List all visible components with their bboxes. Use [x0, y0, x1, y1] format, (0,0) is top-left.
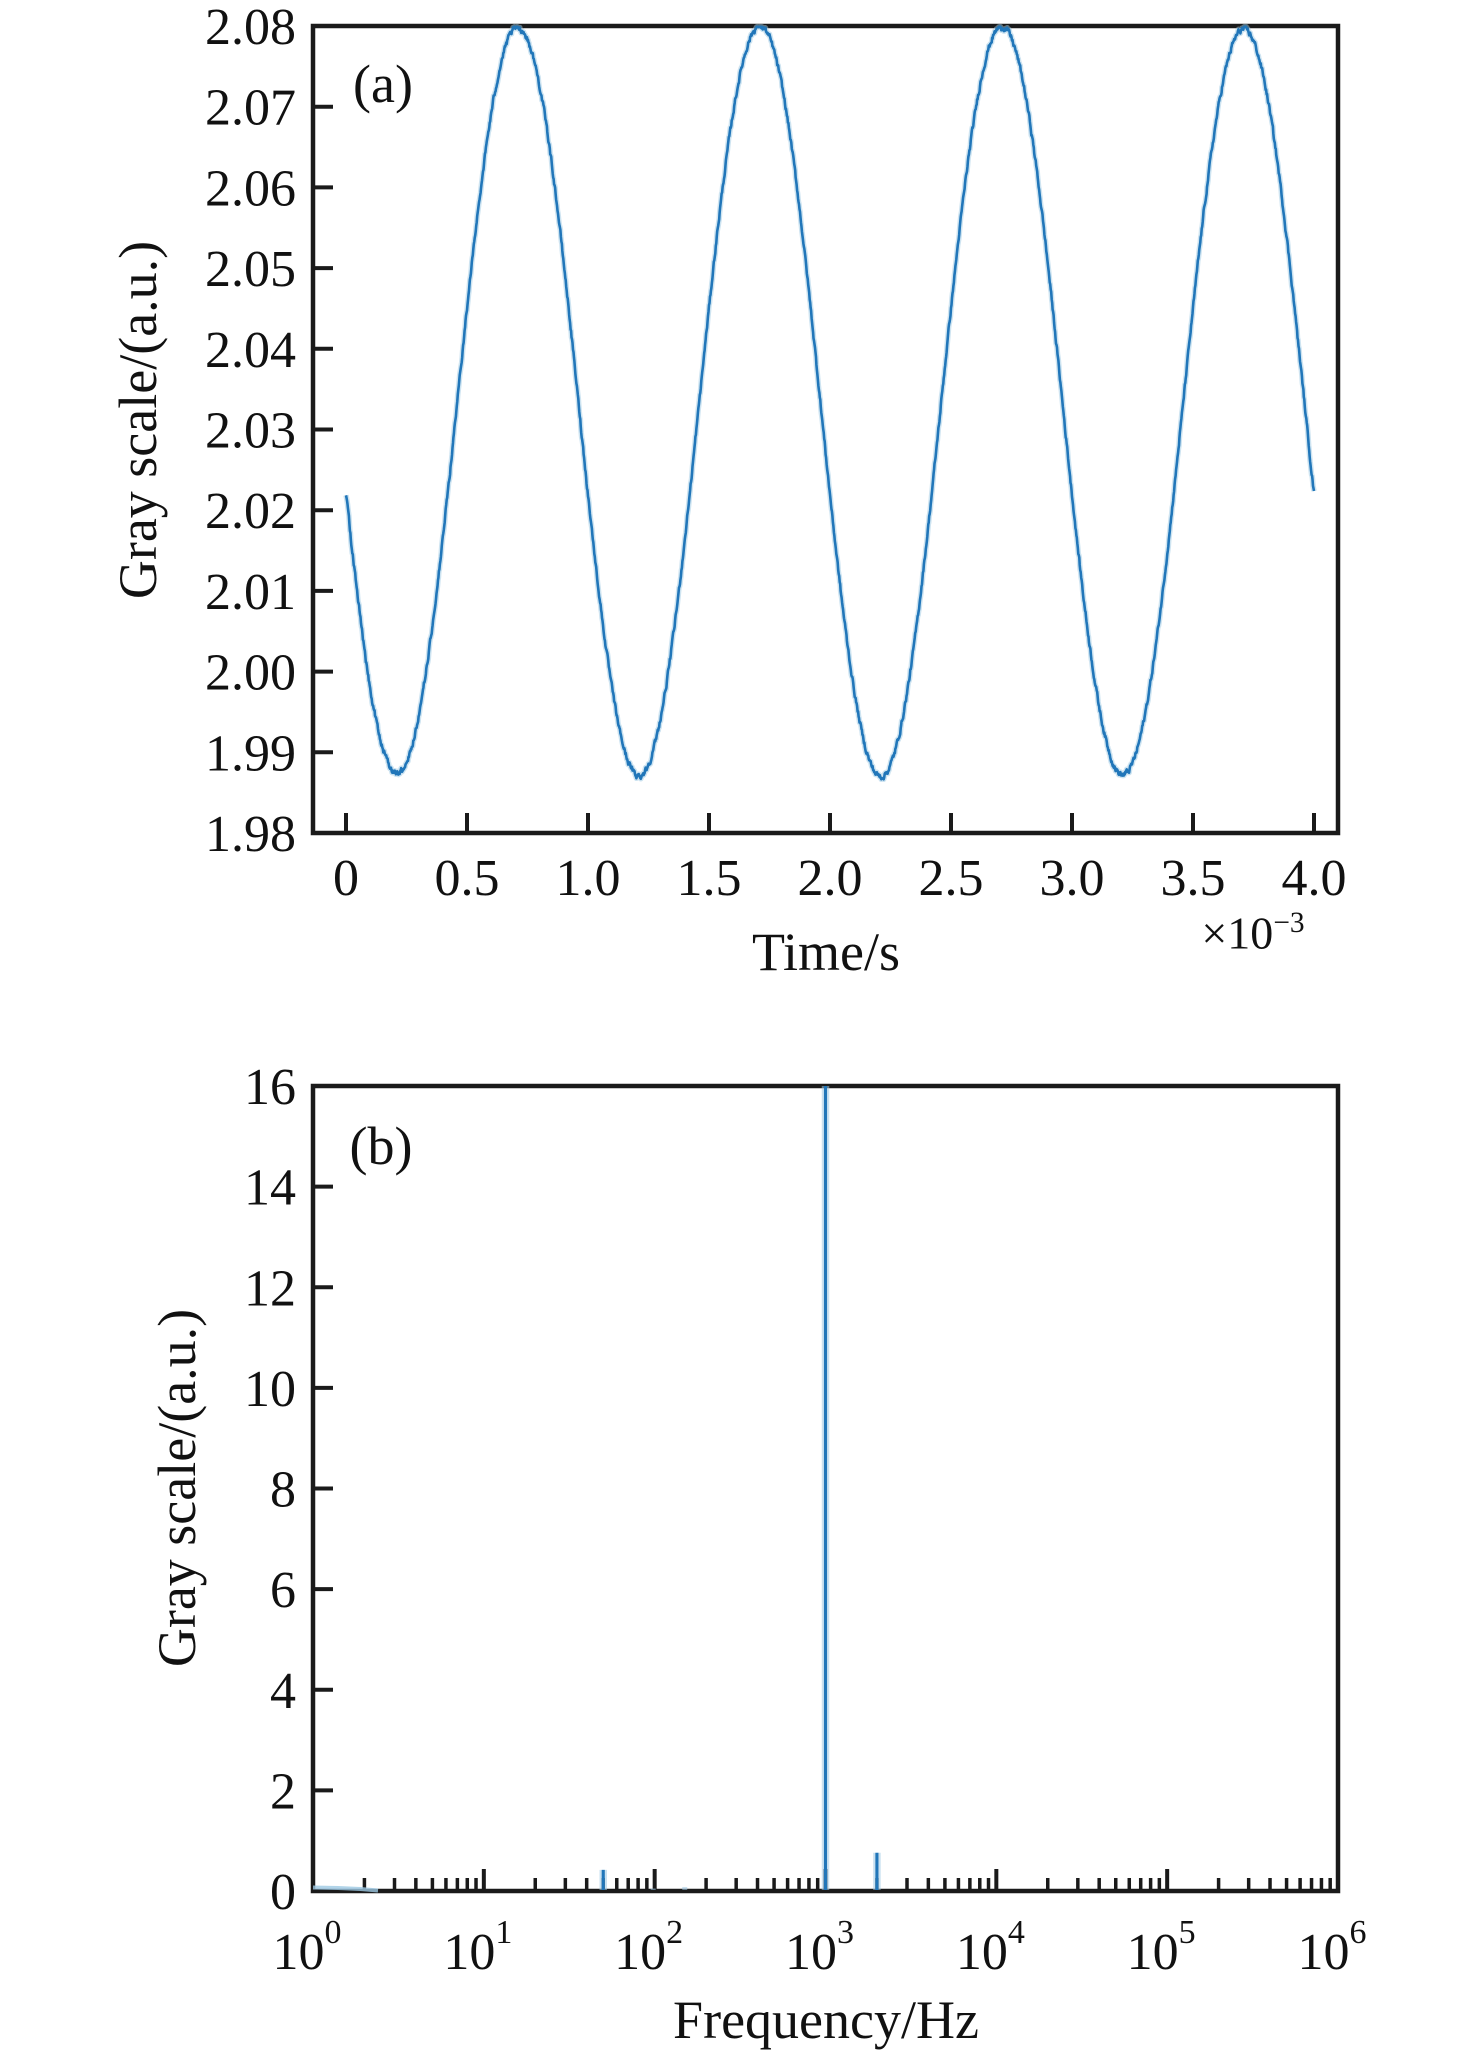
y-tick-label-a: 2.05 — [205, 241, 296, 298]
panel-label-b: (b) — [349, 1116, 413, 1176]
y-tick-label-a: 2.01 — [205, 564, 296, 621]
y-tick-label-a: 2.03 — [205, 403, 296, 460]
y-tick-label-b: 6 — [270, 1562, 296, 1619]
noise-floor-line — [312, 1885, 379, 1893]
y-tick-label-a: 2.06 — [205, 160, 296, 217]
y-tick-label-a: 2.07 — [205, 80, 296, 137]
x-tick-label-a: 4.0 — [1282, 850, 1347, 907]
y-tick-label-b: 0 — [270, 1864, 296, 1921]
x-tick-label-a: 3.5 — [1161, 850, 1226, 907]
y-tick-label-b: 16 — [244, 1059, 296, 1116]
y-axis-label-b: Gray scale/(a.u.) — [147, 1308, 207, 1668]
x-tick-label-b: 100 — [273, 1914, 342, 1981]
y-tick-label-a: 2.00 — [205, 645, 296, 702]
x-tick-label-a: 3.0 — [1040, 850, 1105, 907]
x-axis-multiplier-base: ×10 — [1201, 907, 1274, 959]
x-axis-label-a: Time/s — [751, 922, 901, 982]
x-tick-label-b: 106 — [1298, 1914, 1367, 1981]
y-tick-label-b: 12 — [244, 1260, 296, 1317]
y-tick-label-a: 2.02 — [205, 483, 296, 540]
y-tick-label-a: 2.04 — [205, 322, 296, 379]
x-tick-label-b: 103 — [785, 1914, 854, 1981]
y-tick-label-b: 8 — [270, 1462, 296, 1519]
x-axis-multiplier-a: ×10−3 — [1201, 907, 1304, 960]
x-tick-label-b: 104 — [956, 1914, 1025, 1981]
x-tick-label-b: 101 — [443, 1914, 512, 1981]
y-tick-label-a: 1.98 — [205, 806, 296, 863]
y-tick-label-b: 10 — [244, 1361, 296, 1418]
x-tick-label-a: 0 — [333, 850, 359, 907]
x-axis-label-b: Frequency/Hz — [673, 1990, 979, 2050]
panel-label-a: (a) — [353, 54, 413, 114]
y-tick-label-b: 2 — [270, 1763, 296, 1820]
x-tick-label-a: 1.5 — [677, 850, 742, 907]
x-tick-label-a: 0.5 — [435, 850, 500, 907]
waveform-line-halo — [343, 24, 1317, 783]
x-axis-multiplier-exponent: −3 — [1273, 907, 1305, 940]
waveform-line — [344, 25, 1316, 781]
x-tick-label-a: 1.0 — [556, 850, 621, 907]
x-tick-label-b: 105 — [1127, 1914, 1196, 1981]
y-tick-label-b: 14 — [244, 1160, 296, 1217]
x-tick-label-a: 2.0 — [798, 850, 863, 907]
y-tick-label-a: 1.99 — [205, 725, 296, 782]
y-tick-label-b: 4 — [270, 1663, 296, 1720]
y-tick-label-a: 2.08 — [205, 0, 296, 56]
y-axis-label-a: Gray scale/(a.u.) — [108, 240, 168, 600]
x-tick-label-b: 102 — [614, 1914, 683, 1981]
x-tick-label-a: 2.5 — [919, 850, 984, 907]
